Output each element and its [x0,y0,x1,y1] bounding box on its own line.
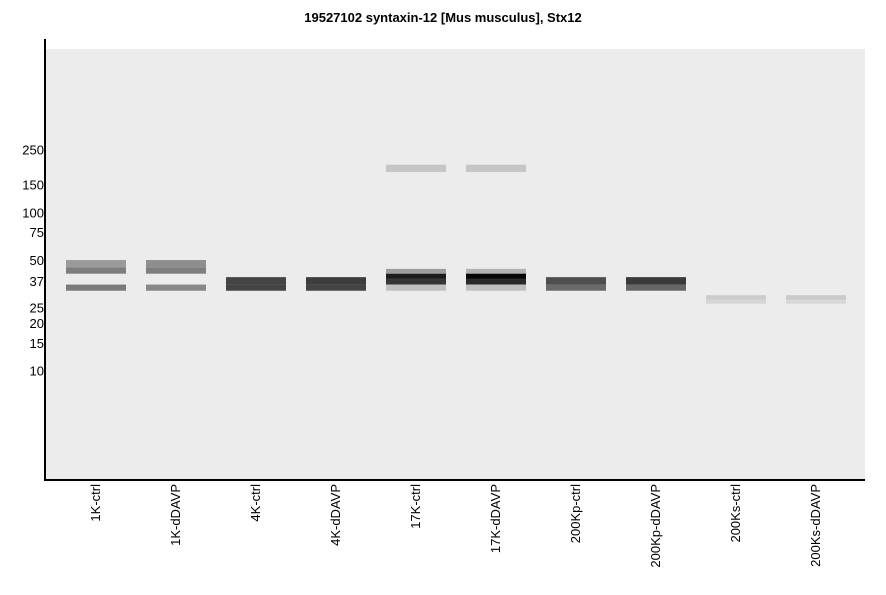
y-tick-label: 150 [22,178,44,193]
y-tick-label: 50 [30,253,44,268]
lane-4K-ctrl [226,277,286,291]
x-tick-label: 200Ks-ctrl [728,484,743,543]
band-200Ks-dDAVP-1 [786,299,846,304]
band-17K-ctrl-0 [386,164,446,172]
band-17K-ctrl-4 [386,284,446,291]
chart-title: 19527102 syntaxin-12 [Mus musculus], Stx… [304,10,582,25]
band-17K-dDAVP-3 [466,278,526,285]
band-1K-dDAVP-0 [146,260,206,268]
bands-layer [66,164,846,304]
y-tick-label: 25 [30,301,44,316]
y-tick-label: 75 [30,225,44,240]
lane-17K-ctrl [386,164,446,291]
x-tick-label: 17K-ctrl [408,484,423,529]
band-4K-ctrl-1 [226,284,286,291]
x-tick-label: 200Kp-dDAVP [648,484,663,568]
band-200Kp-dDAVP-1 [626,284,686,291]
band-200Kp-ctrl-1 [546,284,606,291]
band-17K-ctrl-1 [386,268,446,274]
lane-200Ks-ctrl [706,295,766,304]
y-tick-label: 100 [22,205,44,220]
y-tick-label: 37 [30,274,44,289]
y-tick-label: 15 [30,336,44,351]
lane-1K-ctrl [66,260,126,291]
lane-17K-dDAVP [466,164,526,291]
x-tick-label: 4K-ctrl [248,484,263,522]
y-tick-label: 10 [30,364,44,379]
x-tick-labels: 1K-ctrl 1K-dDAVP 4K-ctrl 4K-dDAVP 17K-ctrl 17… [88,484,823,568]
band-4K-dDAVP-1 [306,284,366,291]
lane-4K-dDAVP [306,277,366,291]
band-17K-dDAVP-2 [466,273,526,279]
x-tick-label: 4K-dDAVP [328,484,343,546]
x-tick-label: 1K-ctrl [88,484,103,522]
band-1K-dDAVP-1 [146,267,206,274]
lane-200Ks-dDAVP [786,295,846,304]
x-tick-label: 200Ks-dDAVP [808,484,823,567]
band-1K-dDAVP-2 [146,284,206,291]
band-4K-ctrl-0 [226,277,286,285]
band-17K-ctrl-3 [386,278,446,285]
band-200Kp-dDAVP-0 [626,277,686,285]
band-17K-dDAVP-4 [466,284,526,291]
band-200Kp-ctrl-0 [546,277,606,285]
y-tick-label: 250 [22,142,44,157]
band-1K-ctrl-1 [66,267,126,274]
lane-200Kp-dDAVP [626,277,686,291]
band-17K-ctrl-2 [386,273,446,279]
band-200Ks-dDAVP-0 [786,295,846,300]
band-1K-ctrl-2 [66,284,126,291]
y-tick-label: 20 [30,316,44,331]
band-1K-ctrl-0 [66,260,126,268]
band-17K-dDAVP-1 [466,268,526,274]
lane-1K-dDAVP [146,260,206,291]
band-17K-dDAVP-0 [466,164,526,172]
lane-200Kp-ctrl [546,277,606,291]
band-4K-dDAVP-0 [306,277,366,285]
x-tick-label: 200Kp-ctrl [568,484,583,543]
band-200Ks-ctrl-0 [706,295,766,300]
x-tick-label: 1K-dDAVP [168,484,183,546]
band-200Ks-ctrl-1 [706,299,766,304]
x-tick-label: 17K-dDAVP [488,484,503,553]
